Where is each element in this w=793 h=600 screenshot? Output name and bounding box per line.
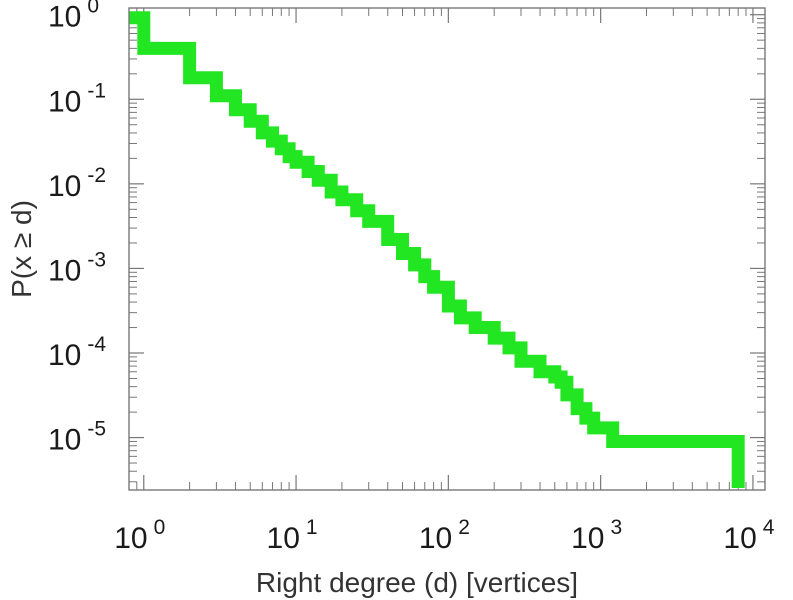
x-tick-label: 10 4	[723, 516, 774, 555]
minor-ticks	[128, 8, 765, 490]
y-tick-label: 10 0	[48, 0, 99, 34]
x-tick-label: 10 0	[114, 516, 165, 555]
x-tick-labels: 10 0 10 1 10 2 10 3 10 4	[114, 516, 775, 555]
major-ticks	[129, 8, 765, 490]
plot-frame	[128, 7, 766, 491]
data-layer	[129, 11, 745, 488]
ccdf-series-line	[129, 11, 745, 488]
x-axis-title: Right degree (d) [vertices]	[256, 567, 578, 598]
y-tick-label: 10 -4	[48, 333, 106, 372]
x-tick-label: 10 1	[267, 516, 318, 555]
y-tick-label: 10 -3	[48, 248, 106, 287]
x-tick-label: 10 2	[419, 516, 470, 555]
y-tick-label: 10 -1	[48, 79, 106, 118]
x-tick-label: 10 3	[571, 516, 622, 555]
y-axis-title: P(x ≥ d)	[6, 200, 37, 298]
y-tick-label: 10 -5	[48, 418, 106, 457]
y-tick-label: 10 -2	[48, 164, 106, 203]
